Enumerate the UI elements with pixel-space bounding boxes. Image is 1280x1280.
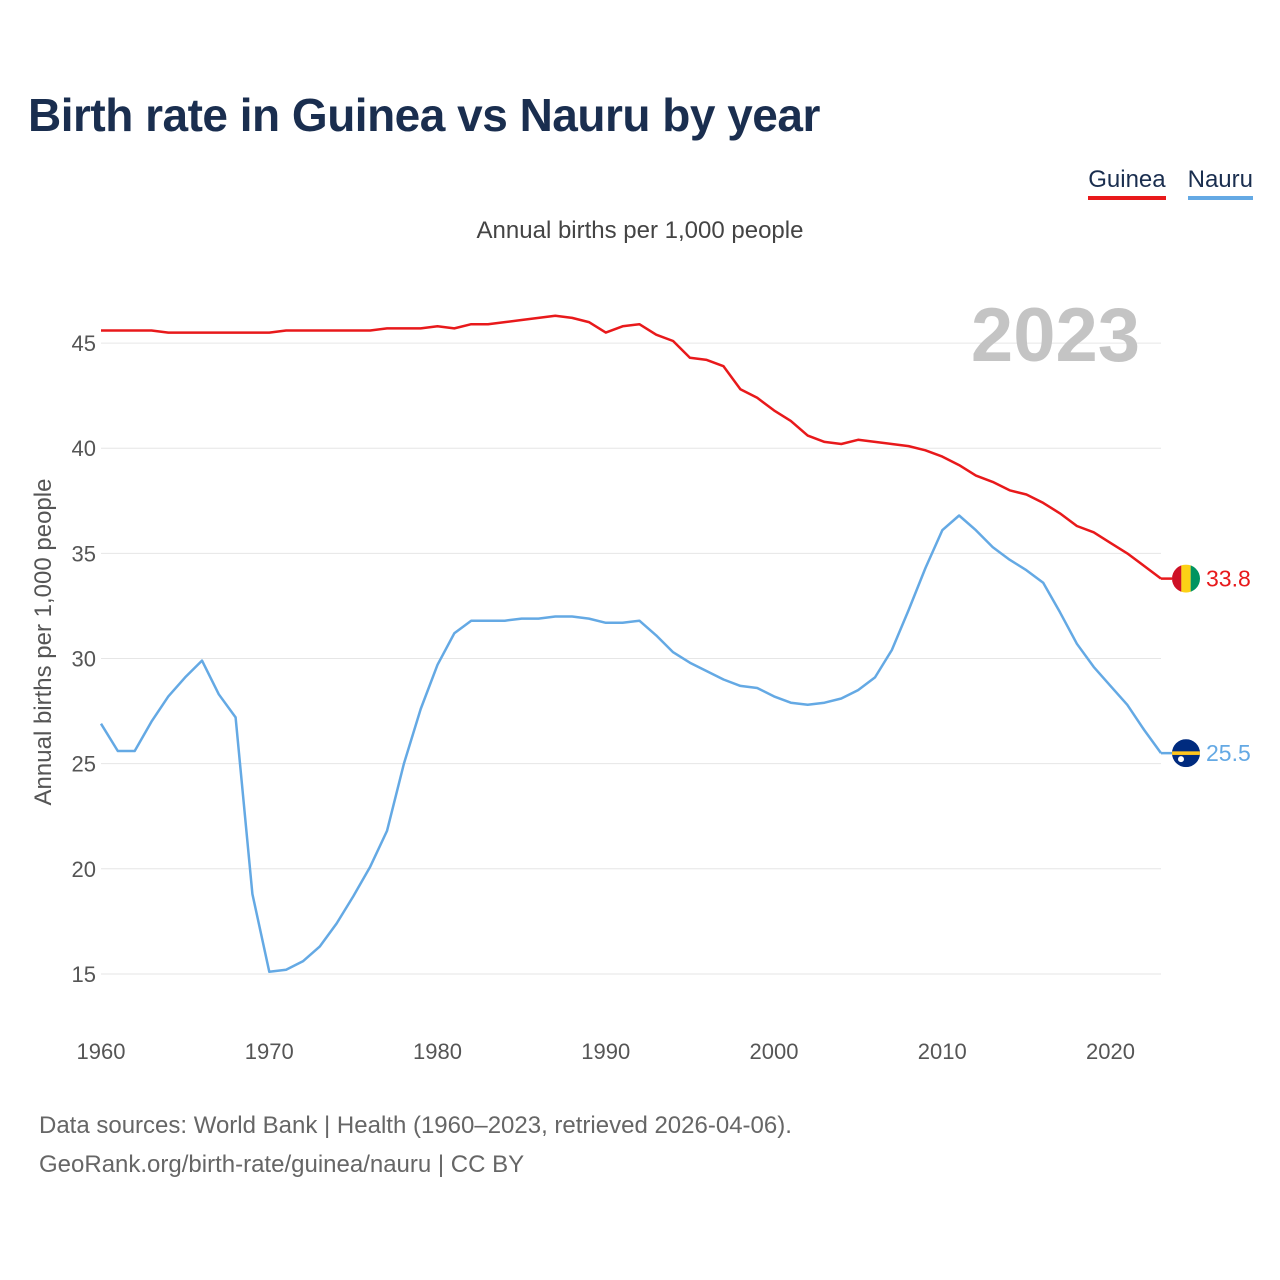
legend-nauru[interactable]: Nauru <box>1187 166 1253 200</box>
y-tick-label: 35 <box>72 541 96 566</box>
y-tick-label: 20 <box>72 857 96 882</box>
series-line-nauru <box>99 514 1163 974</box>
year-watermark: 2023 <box>971 293 1140 378</box>
y-tick-label: 15 <box>72 962 96 987</box>
x-tick-label: 1960 <box>77 1039 126 1064</box>
legend: Guinea Nauru <box>1088 166 1253 200</box>
x-tick-label: 2010 <box>918 1039 967 1064</box>
y-tick-label: 45 <box>72 331 96 356</box>
x-tick-label: 1970 <box>245 1039 294 1064</box>
chart-subtitle: Annual births per 1,000 people <box>476 217 804 244</box>
guinea-flag-icon <box>1172 564 1200 593</box>
x-tick-label: 2020 <box>1086 1039 1135 1064</box>
x-tick-label: 1990 <box>581 1039 630 1064</box>
x-tick-label: 1980 <box>413 1039 462 1064</box>
end-value-label-guinea: 33.8 <box>1206 566 1251 592</box>
source-link[interactable]: GeoRank.org/birth-rate/guinea/nauru | CC… <box>39 1151 525 1178</box>
y-tick-label: 25 <box>72 752 96 777</box>
series-line-guinea <box>101 314 1162 580</box>
nauru-flag-icon <box>1172 739 1200 768</box>
x-tick-label: 2000 <box>750 1039 799 1064</box>
y-axis-label: Annual births per 1,000 people <box>30 479 57 806</box>
footer: Data sources: World Bank | Health (1960–… <box>39 1106 792 1184</box>
legend-guinea[interactable]: Guinea <box>1088 166 1166 200</box>
y-tick-label: 40 <box>72 436 96 461</box>
data-sources: Data sources: World Bank | Health (1960–… <box>39 1112 792 1139</box>
y-tick-label: 30 <box>72 647 96 672</box>
chart-title: Birth rate in Guinea vs Nauru by year <box>28 89 820 141</box>
end-value-label-nauru: 25.5 <box>1206 740 1251 766</box>
